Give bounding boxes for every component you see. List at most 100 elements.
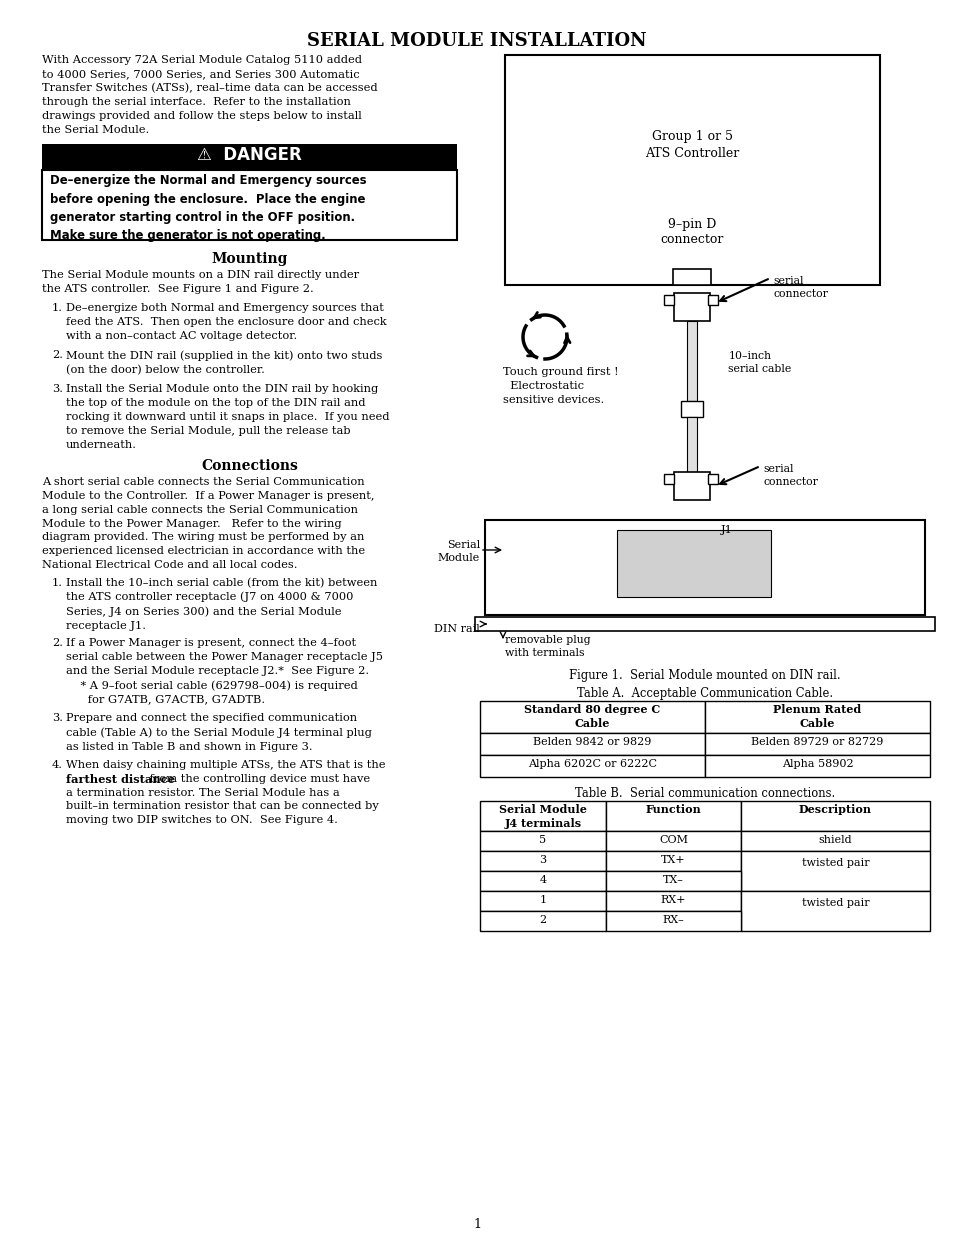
Text: With Accessory 72A Serial Module Catalog 5110 added
to 4000 Series, 7000 Series,: With Accessory 72A Serial Module Catalog… xyxy=(42,56,377,135)
Bar xyxy=(605,911,740,931)
Text: twisted pair: twisted pair xyxy=(801,898,868,908)
Text: De–energize the Normal and Emergency sources
before opening the enclosure.  Plac: De–energize the Normal and Emergency sou… xyxy=(50,174,366,242)
Text: 1.: 1. xyxy=(52,303,63,312)
Text: Table A.  Acceptable Communication Cable.: Table A. Acceptable Communication Cable. xyxy=(577,687,832,700)
Text: COM: COM xyxy=(659,835,687,845)
Text: Connections: Connections xyxy=(201,459,297,473)
Text: 1: 1 xyxy=(473,1218,480,1231)
Text: 1.: 1. xyxy=(52,578,63,588)
Text: ATS Controller: ATS Controller xyxy=(644,147,739,161)
Text: ⚠  DANGER: ⚠ DANGER xyxy=(197,146,301,164)
Text: J1: J1 xyxy=(720,525,732,535)
Text: RX–: RX– xyxy=(662,915,683,925)
Bar xyxy=(687,417,697,472)
Text: 9–pin D: 9–pin D xyxy=(668,219,716,231)
Text: Serial
Module: Serial Module xyxy=(437,540,479,563)
Bar xyxy=(479,871,605,890)
Text: Install the Serial Module onto the DIN rail by hooking
the top of the module on : Install the Serial Module onto the DIN r… xyxy=(66,384,389,450)
Bar xyxy=(479,890,605,911)
Text: De–energize both Normal and Emergency sources that
feed the ATS.  Then open the : De–energize both Normal and Emergency so… xyxy=(66,303,386,341)
Text: TX–: TX– xyxy=(662,876,683,885)
Text: 2.: 2. xyxy=(52,351,63,361)
Text: Function: Function xyxy=(645,804,700,815)
FancyBboxPatch shape xyxy=(674,293,710,321)
Bar xyxy=(504,56,879,285)
Bar xyxy=(42,170,456,240)
Bar xyxy=(479,831,605,851)
Bar xyxy=(704,755,929,777)
Text: A short serial cable connects the Serial Communication
Module to the Controller.: A short serial cable connects the Serial… xyxy=(42,477,375,571)
Text: RX+: RX+ xyxy=(660,895,685,905)
Text: When daisy chaining multiple ATSs, the ATS that is the: When daisy chaining multiple ATSs, the A… xyxy=(66,761,385,771)
Bar xyxy=(479,755,704,777)
Bar xyxy=(740,851,929,890)
Text: removable plug
with terminals: removable plug with terminals xyxy=(504,635,590,658)
Text: 2: 2 xyxy=(538,915,546,925)
Bar xyxy=(708,474,718,484)
Text: The Serial Module mounts on a DIN rail directly under
the ATS controller.  See F: The Serial Module mounts on a DIN rail d… xyxy=(42,270,358,294)
Text: 5: 5 xyxy=(538,835,546,845)
Text: Mount the DIN rail (supplied in the kit) onto two studs
(on the door) below the : Mount the DIN rail (supplied in the kit)… xyxy=(66,351,382,375)
Text: Belden 9842 or 9829: Belden 9842 or 9829 xyxy=(533,737,651,747)
Bar xyxy=(617,530,770,597)
Text: 10–inch
serial cable: 10–inch serial cable xyxy=(728,351,791,374)
Bar xyxy=(605,890,740,911)
Text: a termination resistor. The Serial Module has a
built–in termination resistor th: a termination resistor. The Serial Modul… xyxy=(66,788,378,825)
Text: farthest distance: farthest distance xyxy=(66,774,174,785)
Bar xyxy=(479,802,605,831)
Bar xyxy=(475,618,934,631)
Text: serial
connector: serial connector xyxy=(762,464,818,487)
Text: 4.: 4. xyxy=(52,761,63,771)
Text: Serial Module
J4 terminals: Serial Module J4 terminals xyxy=(498,804,586,829)
Bar xyxy=(484,520,924,615)
Text: 3.: 3. xyxy=(52,384,63,394)
Text: Mounting: Mounting xyxy=(212,252,288,266)
Text: 1: 1 xyxy=(538,895,546,905)
Bar xyxy=(704,701,929,734)
Bar xyxy=(605,871,740,890)
Text: Description: Description xyxy=(799,804,871,815)
Text: Install the 10–inch serial cable (from the kit) between
the ATS controller recep: Install the 10–inch serial cable (from t… xyxy=(66,578,377,631)
Text: shield: shield xyxy=(818,835,851,845)
Text: 3.: 3. xyxy=(52,713,63,722)
Text: 2.: 2. xyxy=(52,638,63,648)
Text: connector: connector xyxy=(660,233,723,246)
Text: 3: 3 xyxy=(538,855,546,864)
Bar xyxy=(479,701,704,734)
Bar xyxy=(708,295,718,305)
Bar xyxy=(605,831,740,851)
Text: Alpha 6202C or 6222C: Alpha 6202C or 6222C xyxy=(527,760,657,769)
Text: Belden 89729 or 82729: Belden 89729 or 82729 xyxy=(751,737,882,747)
Text: TX+: TX+ xyxy=(660,855,685,864)
Text: DIN rail: DIN rail xyxy=(434,624,479,634)
Text: Plenum Rated
Cable: Plenum Rated Cable xyxy=(773,704,861,729)
Text: Group 1 or 5: Group 1 or 5 xyxy=(651,130,732,143)
Bar xyxy=(680,401,702,417)
FancyBboxPatch shape xyxy=(674,472,710,500)
Text: SERIAL MODULE INSTALLATION: SERIAL MODULE INSTALLATION xyxy=(307,32,646,49)
Bar xyxy=(479,851,605,871)
Bar xyxy=(673,269,711,285)
Bar xyxy=(479,734,704,755)
Text: Touch ground first !
  Electrostatic
sensitive devices.: Touch ground first ! Electrostatic sensi… xyxy=(502,367,618,405)
Text: Figure 1.  Serial Module mounted on DIN rail.: Figure 1. Serial Module mounted on DIN r… xyxy=(569,669,840,682)
Text: Alpha 58902: Alpha 58902 xyxy=(781,760,852,769)
Bar xyxy=(740,831,929,851)
Text: serial
connector: serial connector xyxy=(773,275,827,299)
Bar xyxy=(664,295,674,305)
Bar xyxy=(740,890,929,931)
Text: Prepare and connect the specified communication
cable (Table A) to the Serial Mo: Prepare and connect the specified commun… xyxy=(66,713,372,752)
Bar xyxy=(704,734,929,755)
Bar xyxy=(479,911,605,931)
Text: Table B.  Serial communication connections.: Table B. Serial communication connection… xyxy=(575,787,834,800)
Bar xyxy=(605,802,740,831)
Text: twisted pair: twisted pair xyxy=(801,858,868,868)
Bar xyxy=(605,851,740,871)
Text: If a Power Manager is present, connect the 4–foot
serial cable between the Power: If a Power Manager is present, connect t… xyxy=(66,638,382,705)
Bar xyxy=(664,474,674,484)
Text: Standard 80 degree C
Cable: Standard 80 degree C Cable xyxy=(524,704,659,729)
Bar xyxy=(687,321,697,401)
Bar xyxy=(42,144,456,170)
Text: from the controlling device must have: from the controlling device must have xyxy=(146,774,370,784)
Bar xyxy=(740,802,929,831)
